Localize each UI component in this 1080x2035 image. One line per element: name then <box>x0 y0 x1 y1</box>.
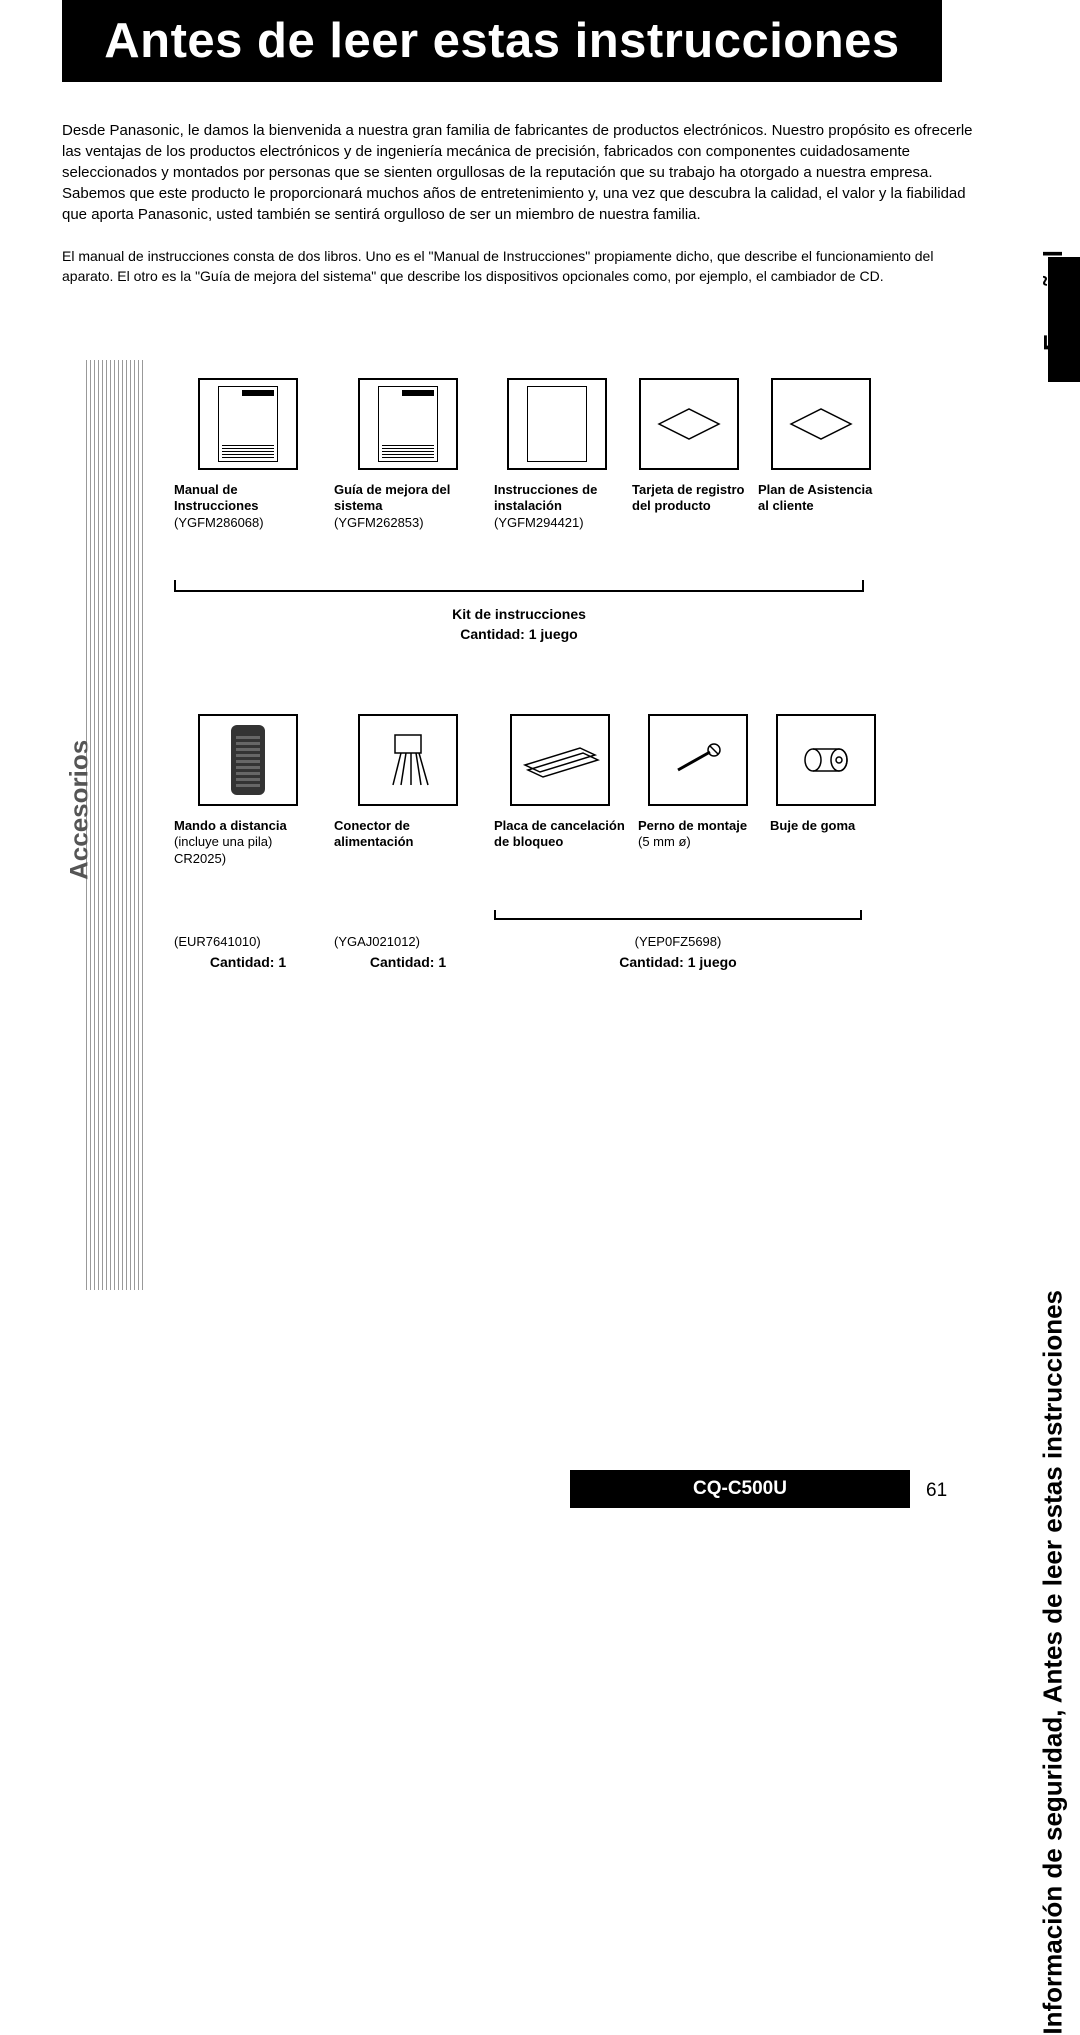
card-icon <box>771 378 871 470</box>
item-remote: Mando a distancia (incluye una pila) CR2… <box>174 714 322 867</box>
decorative-stripes <box>86 360 146 1290</box>
item-registration-card: Tarjeta de registro del producto <box>632 378 746 531</box>
remote-code: (EUR7641010) <box>174 934 322 949</box>
connector-code: (YGAJ021012) <box>334 934 482 949</box>
manual-icon <box>198 378 298 470</box>
remote-qty: Cantidad: 1 <box>174 954 322 970</box>
item-title: Plan de Asistencia al cliente <box>758 482 884 515</box>
item-install-instructions: Instrucciones de instalación (YGFM294421… <box>494 378 620 531</box>
row2-bracket <box>494 910 862 920</box>
item-code: (YGFM262853) <box>334 515 482 531</box>
item-system-guide: Guía de mejora del sistema (YGFM262853) <box>334 378 482 531</box>
item-mounting-bolt: Perno de montaje (5 mm ø) <box>638 714 758 867</box>
row1-bracket <box>174 580 864 592</box>
card-icon <box>639 378 739 470</box>
item-title: Buje de goma <box>770 818 882 834</box>
intro-paragraph-2: El manual de instrucciones consta de dos… <box>62 247 982 286</box>
item-code: (YGFM294421) <box>494 515 620 531</box>
accessories-row-2: Mando a distancia (incluye una pila) CR2… <box>174 714 882 867</box>
connector-qty: Cantidad: 1 <box>334 954 482 970</box>
item-assistance-plan: Plan de Asistencia al cliente <box>758 378 884 531</box>
item-title: Guía de mejora del sistema <box>334 482 482 515</box>
item-title: Tarjeta de registro del producto <box>632 482 746 515</box>
item-rubber-bushing: Buje de goma <box>770 714 882 867</box>
connector-icon <box>358 714 458 806</box>
blank-page-icon <box>507 378 607 470</box>
kit-qty: Cantidad: 1 juego <box>174 626 864 642</box>
side-label-espanol: Español <box>1038 250 1069 351</box>
item-sub: (incluye una pila) CR2025) <box>174 834 322 867</box>
manual-icon <box>358 378 458 470</box>
item-title: Perno de montaje <box>638 818 758 834</box>
page-number: 61 <box>926 1480 947 1502</box>
item-lock-plate: Placa de cancelación de bloqueo <box>494 714 626 867</box>
intro-paragraph-1: Desde Panasonic, le damos la bienvenida … <box>62 120 982 225</box>
item-sub: (5 mm ø) <box>638 834 758 850</box>
item-title: Manual de Instrucciones <box>174 482 322 515</box>
plate-icon <box>510 714 610 806</box>
remote-icon <box>198 714 298 806</box>
item-title: Conector de alimentación <box>334 818 482 851</box>
kit-label: Kit de instrucciones <box>174 606 864 622</box>
item-title: Mando a distancia <box>174 818 322 834</box>
accessories-row-1: Manual de Instrucciones (YGFM286068) Guí… <box>174 378 884 531</box>
item-title: Placa de cancelación de bloqueo <box>494 818 626 851</box>
footer-model: CQ-C500U <box>570 1470 910 1508</box>
group-code: (YEP0FZ5698) <box>494 934 862 949</box>
item-title: Instrucciones de instalación <box>494 482 620 515</box>
item-power-connector: Conector de alimentación <box>334 714 482 867</box>
bolt-icon <box>648 714 748 806</box>
page-title: Antes de leer estas instrucciones <box>62 0 942 82</box>
item-code: (YGFM286068) <box>174 515 322 531</box>
intro-block: Desde Panasonic, le damos la bienvenida … <box>62 120 982 298</box>
group-qty: Cantidad: 1 juego <box>494 954 862 970</box>
side-label-section: Información de seguridad, Antes de leer … <box>1038 1290 1069 2035</box>
bushing-icon <box>776 714 876 806</box>
item-manual: Manual de Instrucciones (YGFM286068) <box>174 378 322 531</box>
